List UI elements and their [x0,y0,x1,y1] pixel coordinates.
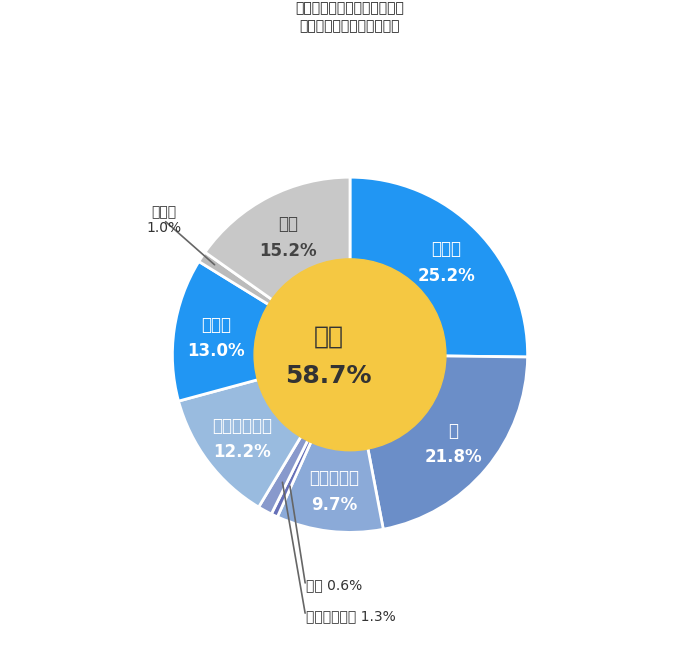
Text: 父母 0.6%: 父母 0.6% [306,579,362,593]
Text: 同居: 同居 [314,325,344,349]
Wedge shape [272,355,350,517]
Wedge shape [205,177,350,355]
Text: その他
1.0%: その他 1.0% [146,205,181,235]
Wedge shape [277,355,384,533]
Text: 不詳: 不詳 [278,215,298,233]
Text: 58.7%: 58.7% [286,364,372,388]
Text: 別居の家族等: 別居の家族等 [212,417,272,434]
Text: 子の配偶者: 子の配偶者 [309,469,359,487]
Text: 事業者: 事業者 [202,316,232,334]
Text: 12.2%: 12.2% [214,443,271,461]
Text: 9.7%: 9.7% [312,496,358,514]
Title: 主な介護者の要介護者等との
続柄及び同別居の構成割合: 主な介護者の要介護者等との 続柄及び同別居の構成割合 [295,1,405,33]
Text: その他の親族 1.3%: その他の親族 1.3% [306,609,395,623]
Wedge shape [350,177,528,357]
Wedge shape [350,355,528,529]
Text: 25.2%: 25.2% [417,267,475,285]
Text: 配偶者: 配偶者 [431,241,461,258]
Wedge shape [258,355,350,514]
Text: 13.0%: 13.0% [188,342,245,361]
Text: 21.8%: 21.8% [425,449,482,466]
Circle shape [254,259,446,451]
Wedge shape [178,355,350,507]
Text: 子: 子 [449,422,458,440]
Text: 15.2%: 15.2% [259,242,317,260]
Wedge shape [199,252,350,355]
Wedge shape [172,261,350,401]
